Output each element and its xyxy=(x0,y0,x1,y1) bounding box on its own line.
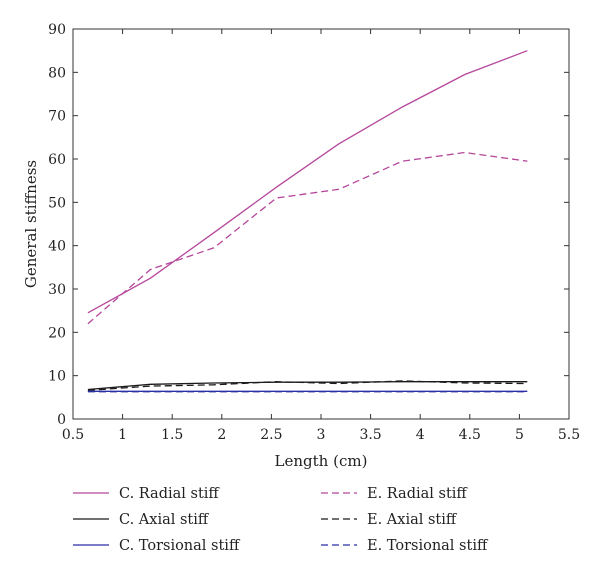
x-tick-label: 0.5 xyxy=(62,427,84,443)
legend-label: C. Radial stiff xyxy=(119,486,220,502)
legend-label: C. Torsional stiff xyxy=(119,538,241,554)
y-tick-label: 20 xyxy=(48,325,66,341)
y-tick-label: 30 xyxy=(48,282,66,298)
y-tick-label: 90 xyxy=(48,22,66,38)
x-tick-label: 3.5 xyxy=(359,427,381,443)
y-tick-label: 40 xyxy=(48,239,66,255)
series-line-2 xyxy=(87,151,528,325)
x-tick-label: 4 xyxy=(416,427,425,443)
x-tick-label: 2.5 xyxy=(260,427,282,443)
legend-label: C. Axial stiff xyxy=(119,512,210,528)
x-tick-label: 1.5 xyxy=(161,427,183,443)
y-tick-label: 60 xyxy=(48,152,66,168)
y-tick-label: 80 xyxy=(48,65,66,81)
series-line-4 xyxy=(87,380,528,392)
series-line-3 xyxy=(87,381,528,391)
y-tick-label: 50 xyxy=(48,195,66,211)
y-axis-label: General stiffness xyxy=(22,160,40,288)
x-tick-label: 5.5 xyxy=(558,427,580,443)
legend-label: E. Radial stiff xyxy=(367,486,468,502)
legend-label: E. Torsional stiff xyxy=(367,538,489,554)
x-tick-label: 2 xyxy=(217,427,226,443)
y-tick-label: 0 xyxy=(57,412,66,428)
series-line-1 xyxy=(87,50,528,314)
plot-frame xyxy=(72,28,570,420)
x-tick-label: 4.5 xyxy=(459,427,481,443)
x-tick-label: 5 xyxy=(515,427,524,443)
x-tick-label: 3 xyxy=(317,427,326,443)
plot-lines xyxy=(87,50,528,393)
legend: C. Radial stiff E. Radial stiff C. Axial s… xyxy=(73,486,489,554)
x-axis-label: Length (cm) xyxy=(275,452,368,470)
legend-label: E. Axial stiff xyxy=(367,512,458,528)
axis-ticks: 0.5 1 1.5 2 2.5 3 3.5 4 4.5 5 5.5 0 10 20 30 40 50 60 70 80… xyxy=(48,22,580,443)
y-tick-label: 10 xyxy=(48,369,66,385)
y-tick-label: 70 xyxy=(48,109,66,125)
x-tick-label: 1 xyxy=(118,427,127,443)
